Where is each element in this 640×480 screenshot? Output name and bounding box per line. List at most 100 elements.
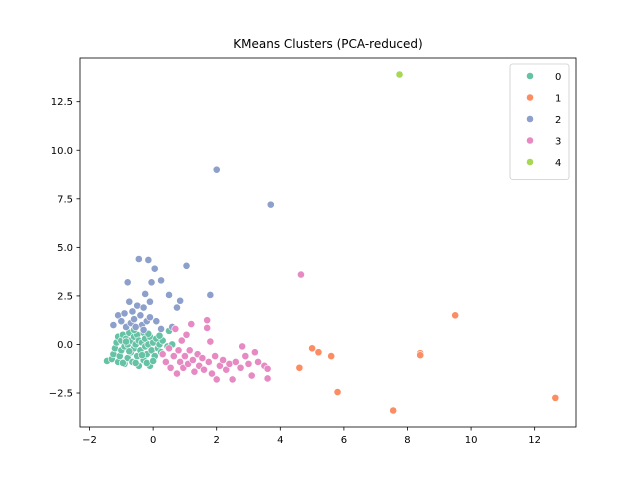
y-tick-label: 12.5	[51, 97, 73, 108]
point-cluster-2	[165, 291, 173, 299]
point-cluster-3	[200, 365, 208, 374]
point-cluster-3	[250, 348, 259, 357]
point-cluster-3	[198, 354, 207, 362]
point-cluster-2	[173, 303, 181, 312]
legend-box	[509, 63, 570, 180]
legend-marker	[526, 115, 534, 123]
y-tick-label: 5.0	[57, 243, 73, 254]
point-cluster-3	[241, 352, 250, 361]
point-cluster-0	[131, 359, 140, 367]
point-cluster-3	[254, 358, 262, 366]
point-cluster-3	[263, 364, 272, 373]
point-cluster-1	[333, 388, 342, 396]
y-tick-label: 7.5	[57, 194, 73, 205]
point-cluster-2	[150, 264, 159, 273]
x-tick-label: 10	[465, 435, 478, 446]
legend-label: 4	[555, 158, 561, 169]
legend-marker	[526, 136, 534, 145]
point-cluster-2	[123, 278, 132, 287]
point-cluster-3	[173, 369, 181, 378]
point-cluster-2	[206, 291, 215, 299]
legend-label: 1	[555, 94, 561, 105]
point-cluster-3	[174, 346, 183, 355]
point-cluster-0	[149, 357, 158, 365]
legend-label: 3	[555, 137, 561, 148]
point-cluster-0	[125, 347, 134, 356]
x-tick-label: −2	[82, 435, 97, 446]
point-cluster-2	[152, 317, 161, 326]
point-cluster-2	[136, 311, 145, 320]
point-cluster-1	[327, 352, 336, 361]
point-cluster-2	[157, 276, 165, 285]
point-cluster-3	[212, 375, 221, 384]
plot-frame	[79, 57, 577, 428]
point-cluster-2	[141, 290, 150, 298]
point-cluster-3	[204, 358, 213, 366]
y-tick-label: 2.5	[57, 291, 73, 302]
point-cluster-3	[158, 350, 167, 359]
point-cluster-0	[122, 337, 130, 346]
point-cluster-3	[231, 358, 240, 366]
point-cluster-1	[551, 393, 560, 402]
point-cluster-3	[181, 352, 189, 361]
point-cluster-2	[131, 323, 140, 331]
point-cluster-3	[219, 356, 227, 364]
point-cluster-3	[247, 371, 256, 380]
legend-label: 0	[555, 72, 561, 83]
point-cluster-4	[395, 70, 404, 79]
point-cluster-1	[308, 344, 316, 353]
legend-marker	[526, 158, 534, 166]
x-tick-label: 2	[214, 435, 220, 446]
x-tick-label: 0	[150, 435, 156, 446]
x-tick-label: 4	[277, 435, 283, 446]
point-cluster-3	[263, 374, 272, 383]
point-cluster-3	[203, 316, 212, 325]
point-cluster-0	[119, 359, 127, 367]
point-cluster-3	[206, 337, 215, 346]
point-cluster-2	[109, 321, 118, 329]
point-cluster-2	[125, 297, 134, 306]
point-cluster-2	[182, 261, 191, 270]
legend-marker	[526, 72, 534, 80]
point-cluster-2	[212, 165, 221, 174]
point-cluster-3	[182, 330, 191, 339]
point-cluster-0	[155, 331, 164, 340]
legend-marker	[526, 93, 534, 102]
point-cluster-2	[117, 317, 126, 326]
point-cluster-2	[134, 255, 143, 263]
point-cluster-3	[185, 346, 194, 355]
point-cluster-3	[177, 336, 186, 345]
y-tick-label: 10.0	[51, 146, 73, 157]
point-cluster-3	[190, 367, 199, 376]
point-cluster-3	[169, 352, 178, 361]
point-cluster-2	[144, 256, 153, 264]
point-cluster-3	[203, 324, 212, 332]
axes-layer: −2 0 2 4 6 8 10 12−2.50.02.55.07.510.012.5	[49, 57, 577, 446]
point-cluster-2	[128, 307, 137, 316]
point-cluster-2	[146, 297, 154, 306]
point-cluster-3	[165, 344, 173, 353]
point-cluster-3	[187, 320, 196, 328]
y-tick-label: 0.0	[57, 340, 73, 351]
point-cluster-2	[146, 313, 154, 322]
point-cluster-3	[208, 369, 216, 378]
point-cluster-3	[228, 375, 237, 384]
x-tick-label: 6	[341, 435, 347, 446]
point-cluster-2	[157, 325, 165, 333]
point-cluster-3	[171, 325, 180, 333]
chart-title: KMeans Clusters (PCA-reduced)	[233, 37, 422, 51]
point-cluster-1	[314, 348, 323, 357]
point-cluster-3	[166, 363, 175, 372]
y-tick-label: −2.5	[49, 389, 73, 400]
point-cluster-3	[238, 342, 247, 351]
points-layer	[103, 70, 560, 415]
point-cluster-1	[416, 351, 425, 360]
point-cluster-2	[130, 315, 138, 324]
legend-label: 2	[555, 115, 561, 126]
point-cluster-2	[139, 303, 148, 312]
x-tick-label: 12	[528, 435, 541, 446]
point-cluster-2	[147, 278, 156, 287]
legend: 0 1 2 3 4	[509, 63, 570, 180]
point-cluster-1	[389, 406, 398, 415]
